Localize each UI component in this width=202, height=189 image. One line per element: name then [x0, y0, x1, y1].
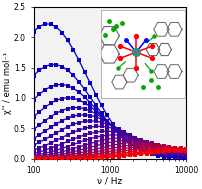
Y-axis label: χ'' / emu mol⁻¹: χ'' / emu mol⁻¹: [3, 52, 13, 114]
X-axis label: ν / Hz: ν / Hz: [97, 177, 123, 186]
